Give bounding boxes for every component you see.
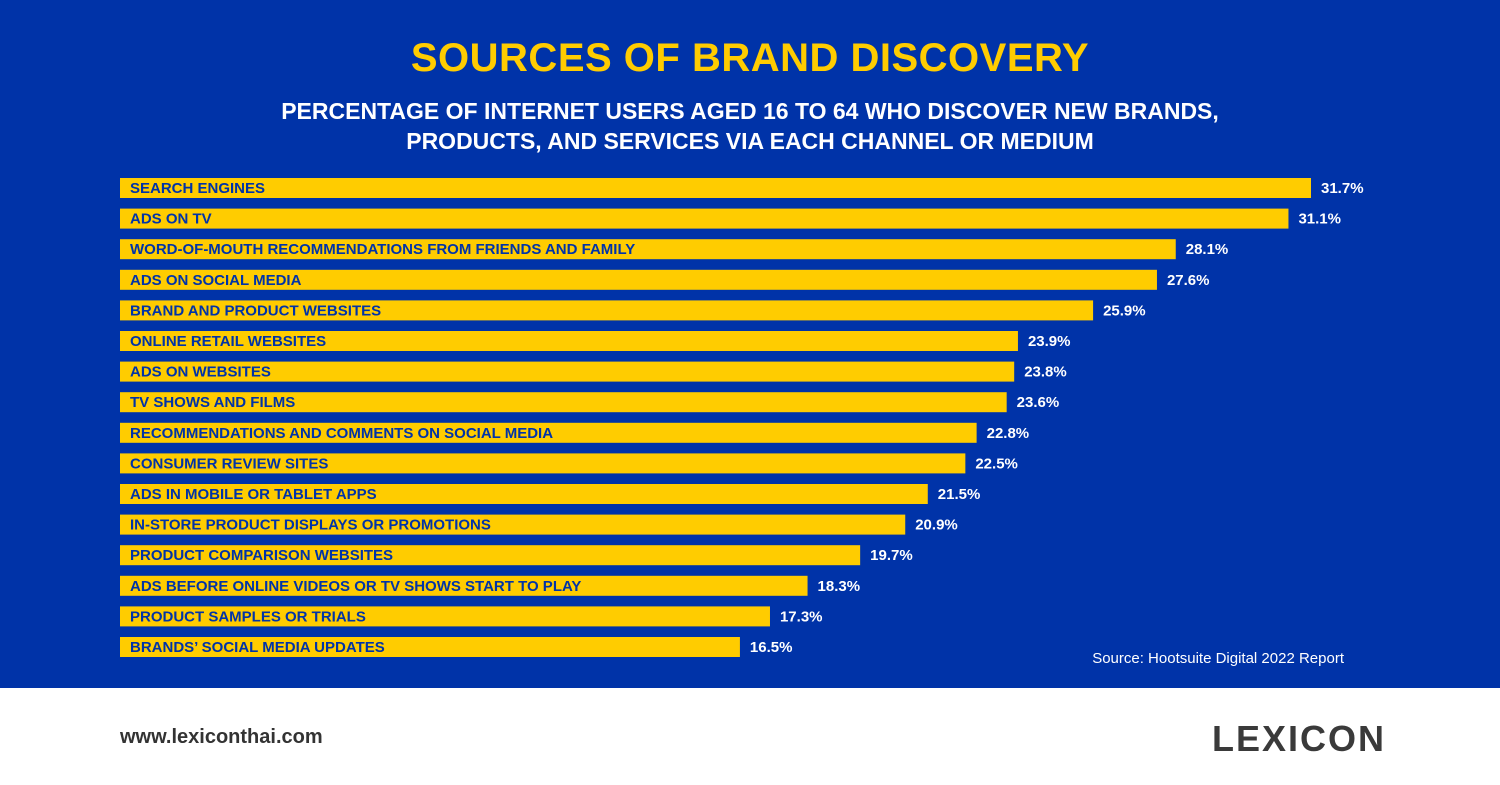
bar-category-label: ADS BEFORE ONLINE VIDEOS OR TV SHOWS STA… bbox=[130, 578, 581, 595]
bar-category-label: ADS ON TV bbox=[130, 211, 212, 228]
bar bbox=[120, 178, 1311, 198]
bar-value-label: 23.6% bbox=[1017, 394, 1060, 411]
bar bbox=[120, 484, 928, 504]
bar-value-label: 28.1% bbox=[1186, 241, 1229, 258]
bar-value-label: 27.6% bbox=[1167, 272, 1210, 289]
bar-value-label: 31.7% bbox=[1321, 180, 1364, 197]
bar-category-label: IN-STORE PRODUCT DISPLAYS OR PROMOTIONS bbox=[130, 517, 491, 534]
bar-value-label: 22.5% bbox=[975, 455, 1018, 472]
bar-value-label: 23.8% bbox=[1024, 364, 1067, 381]
bar-category-label: SEARCH ENGINES bbox=[130, 180, 265, 197]
bar bbox=[120, 239, 1176, 260]
bar-category-label: WORD-OF-MOUTH RECOMMENDATIONS FROM FRIEN… bbox=[130, 241, 635, 258]
bar-category-label: BRANDS’ SOCIAL MEDIA UPDATES bbox=[130, 639, 385, 656]
bar-category-label: ADS ON SOCIAL MEDIA bbox=[130, 272, 302, 289]
bar-value-label: 16.5% bbox=[750, 639, 793, 656]
bar bbox=[120, 422, 977, 443]
bar-value-label: 20.9% bbox=[915, 517, 958, 534]
bar bbox=[120, 606, 770, 627]
bar-category-label: PRODUCT COMPARISON WEBSITES bbox=[130, 547, 393, 564]
chart-subtitle: PERCENTAGE OF INTERNET USERS AGED 16 TO … bbox=[281, 98, 1219, 154]
bar-value-label: 22.8% bbox=[987, 425, 1030, 442]
bar-chart: SEARCH ENGINES 31.7% ADS ON TV 31.1% WORD-OF… bbox=[120, 178, 1364, 657]
source-note: Source: Hootsuite Digital 2022 Report bbox=[1092, 650, 1344, 667]
bar bbox=[120, 637, 740, 657]
bar bbox=[120, 514, 906, 535]
bar-category-label: BRAND AND PRODUCT WEBSITES bbox=[130, 302, 381, 319]
bar bbox=[120, 392, 1007, 413]
bar-value-label: 25.9% bbox=[1103, 302, 1146, 319]
bar-value-label: 17.3% bbox=[780, 608, 823, 625]
chart-panel: SOURCES OF BRAND DISCOVERY PERCENTAGE OF… bbox=[0, 0, 1500, 688]
bar-category-label: RECOMMENDATIONS AND COMMENTS ON SOCIAL M… bbox=[130, 425, 553, 442]
bar-category-label: ADS ON WEBSITES bbox=[130, 364, 271, 381]
bar-value-label: 18.3% bbox=[818, 578, 861, 595]
bar bbox=[120, 545, 861, 566]
bar bbox=[120, 361, 1015, 382]
bar-value-label: 21.5% bbox=[938, 486, 981, 503]
bar-category-label: PRODUCT SAMPLES OR TRIALS bbox=[130, 608, 366, 625]
bar-category-label: ONLINE RETAIL WEBSITES bbox=[130, 333, 326, 350]
bar-value-label: 19.7% bbox=[870, 547, 913, 564]
bar-category-label: TV SHOWS AND FILMS bbox=[130, 394, 295, 411]
bar bbox=[120, 208, 1289, 229]
bar bbox=[120, 331, 1018, 351]
bar-value-label: 31.1% bbox=[1298, 211, 1341, 228]
bar-value-label: 23.9% bbox=[1028, 333, 1071, 350]
bar bbox=[120, 453, 966, 474]
bar-category-label: CONSUMER REVIEW SITES bbox=[130, 455, 328, 472]
lexicon-logo: LEXICON bbox=[1211, 718, 1386, 759]
bar bbox=[120, 575, 808, 596]
chart-title: SOURCES OF BRAND DISCOVERY bbox=[410, 36, 1090, 80]
bar-category-label: ADS IN MOBILE OR TABLET APPS bbox=[130, 486, 377, 503]
website-link[interactable]: www.lexiconthai.com bbox=[120, 726, 323, 748]
bar bbox=[120, 300, 1094, 321]
bar bbox=[120, 269, 1157, 290]
